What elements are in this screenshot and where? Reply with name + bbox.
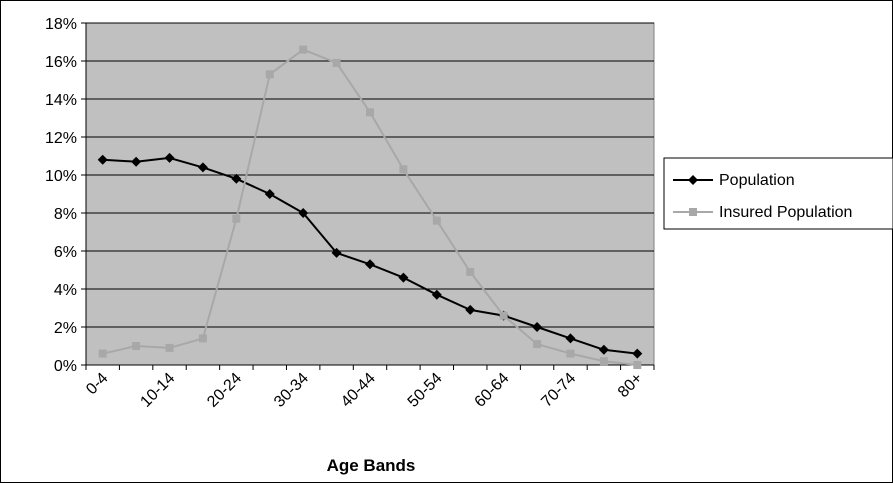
legend-label-insured-population: Insured Population [719, 204, 852, 221]
data-point-insured-population [132, 342, 141, 350]
data-point-population [264, 189, 275, 199]
data-point-population [465, 304, 476, 315]
data-point-insured-population [533, 340, 542, 349]
data-point-population [331, 247, 342, 258]
data-point-population [97, 154, 108, 165]
y-tick-label: 10% [45, 168, 77, 185]
data-point-insured-population [98, 349, 107, 358]
legend-marker-population [688, 175, 698, 185]
data-point-population [197, 162, 208, 173]
data-point-population [298, 208, 309, 218]
plot-area [85, 22, 655, 366]
data-point-insured-population [332, 58, 341, 67]
series-group [97, 45, 643, 369]
data-point-population [598, 344, 609, 355]
data-point-population [431, 289, 442, 300]
y-tick-label: 16% [45, 54, 77, 71]
y-tick-label: 4% [54, 282, 77, 299]
data-point-insured-population [566, 349, 575, 358]
data-point-population [398, 272, 409, 283]
legend-box [663, 157, 893, 230]
y-tick-label: 2% [54, 320, 77, 337]
y-tick-label: 12% [45, 130, 77, 147]
data-point-insured-population [466, 267, 475, 276]
data-point-population [632, 348, 643, 359]
series-insured-population [98, 45, 642, 369]
legend-marker-insured-population [689, 208, 697, 216]
data-point-insured-population [499, 311, 508, 320]
data-point-population [365, 259, 375, 270]
y-tick-label: 0% [54, 358, 77, 375]
y-tick-label: 18% [45, 16, 77, 33]
data-point-insured-population [299, 45, 308, 54]
data-point-insured-population [366, 108, 374, 117]
data-point-insured-population [232, 214, 241, 223]
data-point-insured-population [399, 165, 408, 174]
data-point-insured-population [432, 216, 441, 225]
data-point-insured-population [165, 343, 174, 352]
data-point-population [164, 152, 175, 163]
data-point-population [532, 322, 543, 332]
legend: Population Insured Population [663, 157, 893, 230]
plot-background [85, 22, 655, 366]
y-tick-label: 14% [45, 92, 77, 109]
y-tick-label: 6% [54, 244, 77, 261]
data-point-population [231, 173, 242, 184]
x-axis-title: Age Bands [327, 456, 416, 475]
data-point-insured-population [599, 357, 608, 366]
data-point-insured-population [198, 334, 207, 343]
data-point-population [565, 333, 576, 344]
data-point-insured-population [633, 361, 642, 369]
data-point-insured-population [265, 70, 274, 79]
y-tick-label: 8% [54, 206, 77, 223]
data-point-population [131, 156, 142, 167]
legend-label-population: Population [719, 172, 795, 189]
